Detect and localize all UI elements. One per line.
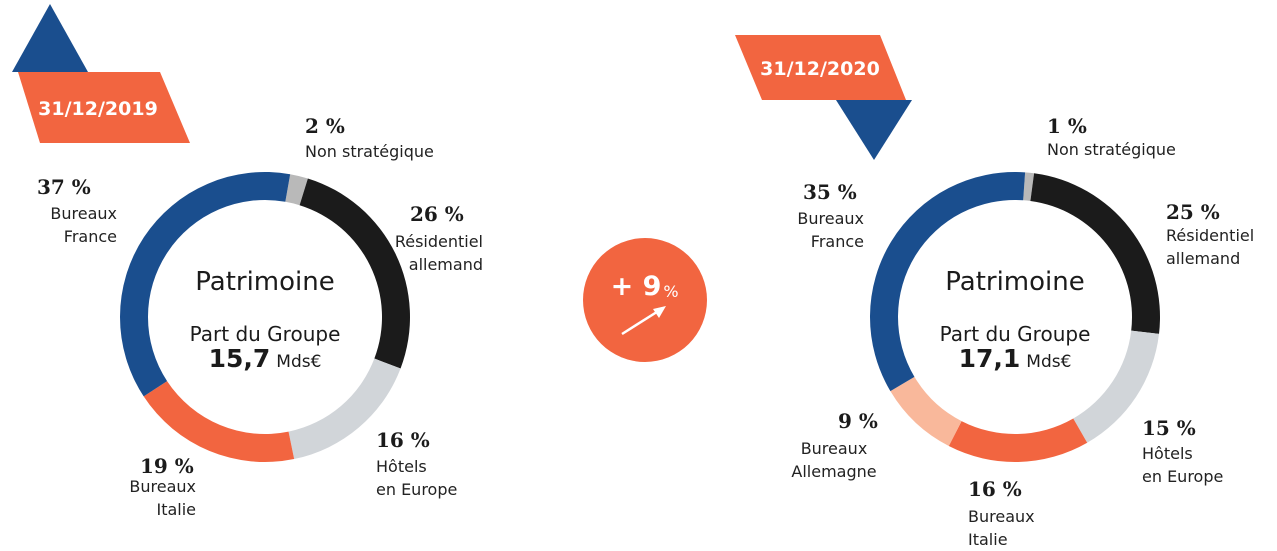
category-label: Bureaux France [797, 209, 864, 251]
donut-segment [1030, 173, 1160, 334]
category-label: Résidentiel allemand [394, 232, 483, 274]
value-label: 9 % [838, 409, 878, 433]
category-label: Bureaux Italie [129, 477, 196, 519]
category-label: Non stratégique [1047, 140, 1176, 159]
category-label: Bureaux Allemagne [791, 439, 877, 481]
category-label: Hôtels en Europe [376, 457, 458, 499]
value-label: 25 % [1166, 200, 1220, 224]
donut-segment [1073, 330, 1160, 443]
value-label: 35 % [803, 180, 857, 204]
change-badge [583, 238, 707, 362]
date-label: 31/12/2019 [38, 98, 158, 120]
donut-segment [299, 178, 410, 369]
change-arrowhead [653, 306, 666, 318]
donut-segment [143, 381, 295, 462]
value-label: 16 % [968, 477, 1022, 501]
value-label: 1 % [1047, 114, 1087, 138]
center-total: 15,7 Mds€ [209, 344, 322, 373]
category-label: Bureaux Italie [968, 507, 1035, 549]
date-label: 31/12/2020 [760, 58, 880, 80]
category-label: Résidentiel allemand [1166, 226, 1255, 268]
category-label: Bureaux France [50, 204, 117, 246]
donut-segment [288, 358, 401, 460]
center-subtitle: Part du Groupe [939, 322, 1091, 346]
donut-segment [948, 418, 1088, 462]
date-banner [735, 35, 906, 100]
total-unit: Mds€ [276, 352, 322, 372]
total-value: 17,1 [958, 344, 1021, 373]
donut-segment [285, 174, 308, 206]
decor-triangle [12, 4, 88, 72]
value-label: 16 % [376, 428, 430, 452]
center-title: Patrimoine [945, 267, 1085, 297]
total-value: 15,7 [208, 344, 271, 373]
change-unit: % [663, 282, 678, 301]
change-arrow [621, 308, 661, 336]
center-subtitle: Part du Groupe [189, 322, 341, 346]
center-total: 17,1 Mds€ [959, 344, 1072, 373]
total-unit: Mds€ [1026, 352, 1072, 372]
value-label: 37 % [37, 175, 91, 199]
value-label: 2 % [305, 114, 345, 138]
donut-segment [120, 172, 291, 397]
center-title: Patrimoine [195, 267, 335, 297]
donut-segment [890, 376, 962, 447]
donut-segment [1023, 172, 1035, 202]
date-banner [18, 72, 190, 143]
decor-triangle [836, 100, 912, 160]
category-label: Hôtels en Europe [1142, 444, 1224, 486]
value-label: 15 % [1142, 416, 1196, 440]
donut-segment [870, 171, 1026, 392]
value-label: 26 % [410, 202, 464, 226]
value-label: 19 % [140, 454, 194, 478]
category-label: Non stratégique [305, 142, 434, 161]
change-label: + 9 [611, 271, 662, 302]
